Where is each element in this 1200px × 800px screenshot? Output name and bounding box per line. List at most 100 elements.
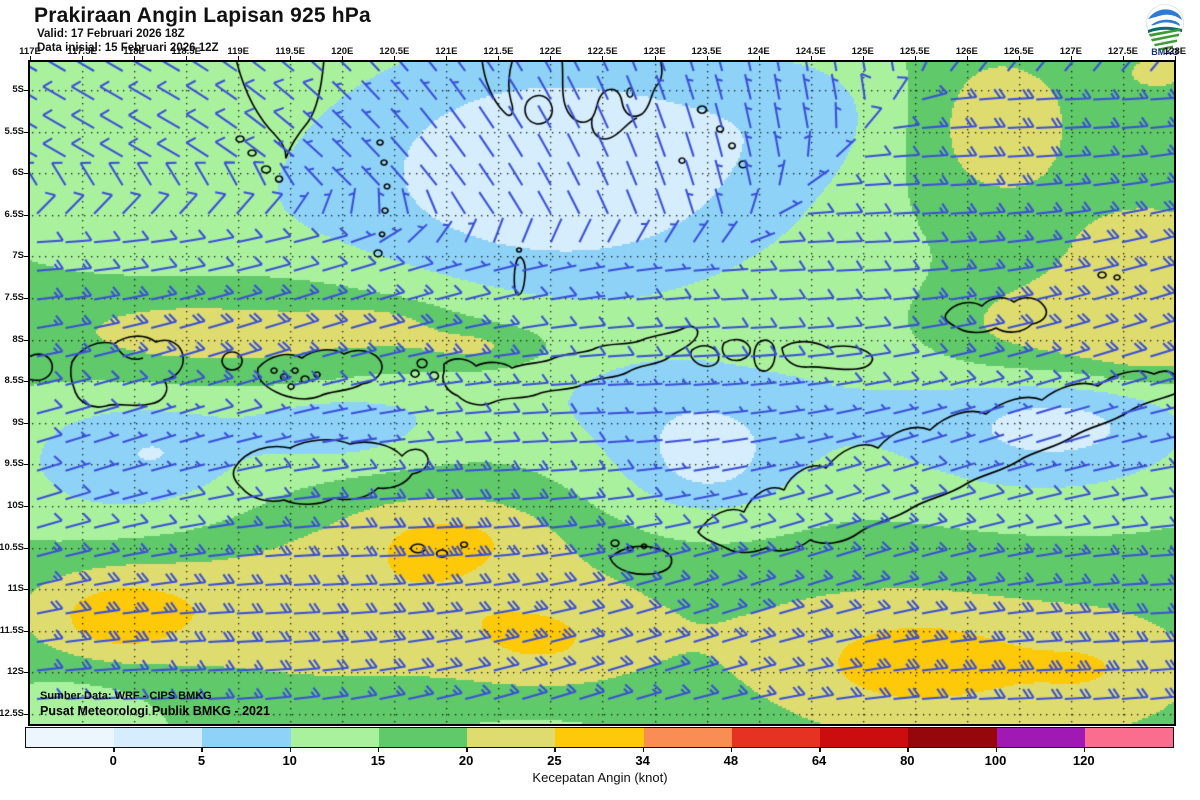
lon-label: 118E: [123, 46, 145, 57]
lon-label: 121.5E: [483, 46, 514, 57]
lon-label: 123E: [643, 46, 666, 57]
lat-tick: [24, 381, 28, 383]
lat-tick: [24, 464, 28, 466]
lon-label: 125.5E: [899, 46, 930, 57]
lat-label: 12S: [7, 666, 24, 678]
lat-tick: [24, 339, 28, 341]
legend-tick: [907, 748, 909, 752]
lon-tick: [238, 56, 240, 60]
legend-tick-label: 120: [1072, 753, 1095, 768]
legend-tick: [377, 748, 380, 752]
lon-label: 126.5E: [1003, 46, 1034, 57]
bmkg-logo-icon: BMKG: [1146, 4, 1184, 57]
lon-label: 126E: [955, 46, 978, 57]
lat-label: 9.5S: [4, 458, 24, 470]
bmkg-logo-text: BMKG: [1151, 47, 1179, 57]
lon-tick: [186, 56, 188, 60]
lat-tick: [24, 90, 28, 91]
legend-color-segment: [1084, 728, 1174, 747]
lon-label: 128E: [1163, 46, 1187, 57]
legend-color-segment: [555, 728, 644, 747]
lon-tick: [966, 56, 968, 60]
lat-tick: [24, 422, 28, 424]
lon-tick: [290, 56, 292, 60]
lat-label: 12.5S: [0, 708, 24, 719]
legend-tick-label: 5: [197, 753, 206, 768]
lat-tick: [24, 298, 28, 299]
legend-tick: [642, 748, 645, 752]
lon-label: 118.5E: [171, 46, 201, 57]
lon-tick: [342, 56, 344, 60]
lon-tick: [134, 56, 136, 60]
lon-tick: [602, 56, 604, 60]
lat-label: 6S: [12, 167, 24, 179]
legend-tick-label: 20: [458, 753, 474, 768]
legend-tick: [554, 748, 556, 752]
lon-tick: [810, 56, 812, 60]
lon-tick: [82, 56, 84, 60]
legend-tick: [1083, 748, 1086, 752]
lon-tick: [1070, 56, 1072, 60]
legend-color-segment: [908, 728, 997, 747]
lat-label: 7S: [12, 250, 24, 262]
legend-tick-label: 80: [900, 753, 915, 768]
lon-label: 120.5E: [379, 46, 410, 57]
publisher-credit: Pusat Meteorologi Publik BMKG - 2021: [40, 704, 270, 718]
lat-tick: [24, 131, 28, 133]
legend-caption: Kecepatan Angin (knot): [532, 770, 668, 785]
legend-tick: [289, 748, 292, 752]
lon-label: 127E: [1059, 46, 1082, 57]
lon-label: 122.5E: [587, 46, 618, 57]
lon-label: 117E: [19, 46, 41, 57]
lon-tick: [30, 56, 31, 60]
legend-tick-label: 25: [547, 753, 562, 768]
legend-color-segment: [996, 728, 1085, 747]
wind-speed-legend-bar: [25, 727, 1174, 748]
lon-tick: [654, 56, 656, 60]
legend-tick-label: 0: [109, 753, 117, 768]
legend-tick: [819, 748, 821, 752]
legend-color-segment: [643, 728, 732, 747]
lon-label: 122E: [539, 46, 562, 57]
lat-label: 9S: [12, 416, 24, 428]
legend-color-segment: [378, 728, 468, 747]
lat-label: 5.5S: [4, 125, 24, 137]
legend-color-segment: [202, 728, 291, 747]
legend-color-segment: [820, 728, 909, 747]
lon-tick: [914, 56, 916, 60]
legend-tick-label: 100: [984, 753, 1007, 768]
lat-tick: [24, 589, 28, 591]
legend-tick-label: 64: [811, 753, 827, 768]
map-frame: Sumber Data: WRF - CIPS BMKG Pusat Meteo…: [28, 60, 1176, 726]
lat-label: 11S: [7, 583, 24, 595]
lat-label: 10S: [7, 500, 24, 511]
lat-tick: [24, 714, 28, 715]
valid-time-label: Valid: 17 Februari 2026 18Z: [37, 28, 185, 40]
lon-tick: [862, 56, 864, 60]
legend-color-segment: [290, 728, 379, 747]
lon-label: 121E: [435, 46, 458, 57]
legend-tick: [201, 748, 203, 752]
lon-tick: [446, 56, 448, 60]
legend-tick: [730, 748, 733, 752]
lon-label: 124.5E: [795, 46, 826, 57]
lon-tick: [1122, 56, 1124, 60]
legend-tick: [113, 748, 115, 752]
legend-tick-label: 10: [282, 753, 297, 768]
lon-label: 119.5E: [275, 46, 306, 57]
lon-tick: [706, 56, 708, 60]
lat-label: 8S: [12, 333, 24, 345]
legend-color-segment: [467, 728, 556, 747]
init-time-label: Data inisial: 15 Februari 2026 12Z: [37, 42, 219, 54]
lat-label: 11.5S: [0, 624, 24, 636]
lon-label: 117.5E: [67, 46, 97, 57]
lat-tick: [24, 256, 28, 258]
lat-tick: [24, 173, 28, 175]
wind-map-canvas: [30, 62, 1174, 724]
legend-tick-label: 48: [723, 753, 739, 768]
legend-color-segment: [114, 728, 203, 747]
legend-tick-label: 34: [635, 753, 650, 768]
data-source-credit: Sumber Data: WRF - CIPS BMKG: [40, 690, 212, 702]
legend-tick-label: 15: [370, 753, 386, 768]
